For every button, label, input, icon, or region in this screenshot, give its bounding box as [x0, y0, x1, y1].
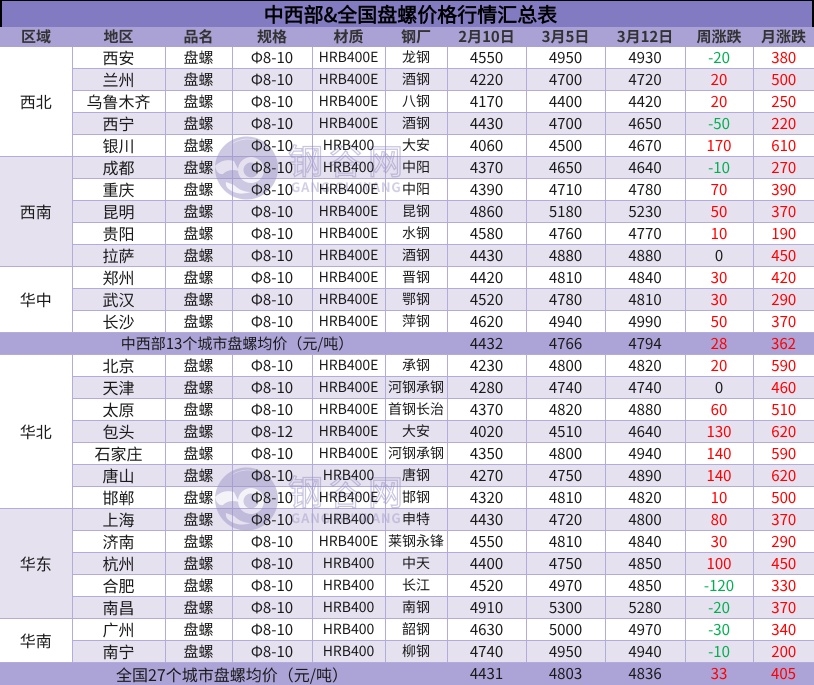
svg-text:钢谷网: 钢谷网 — [288, 134, 408, 185]
svg-text:钢谷网: 钢谷网 — [288, 465, 408, 516]
svg-text:GANG GU WANG: GANG GU WANG — [291, 508, 402, 527]
svg-text:GANG GU WANG: GANG GU WANG — [291, 177, 402, 196]
